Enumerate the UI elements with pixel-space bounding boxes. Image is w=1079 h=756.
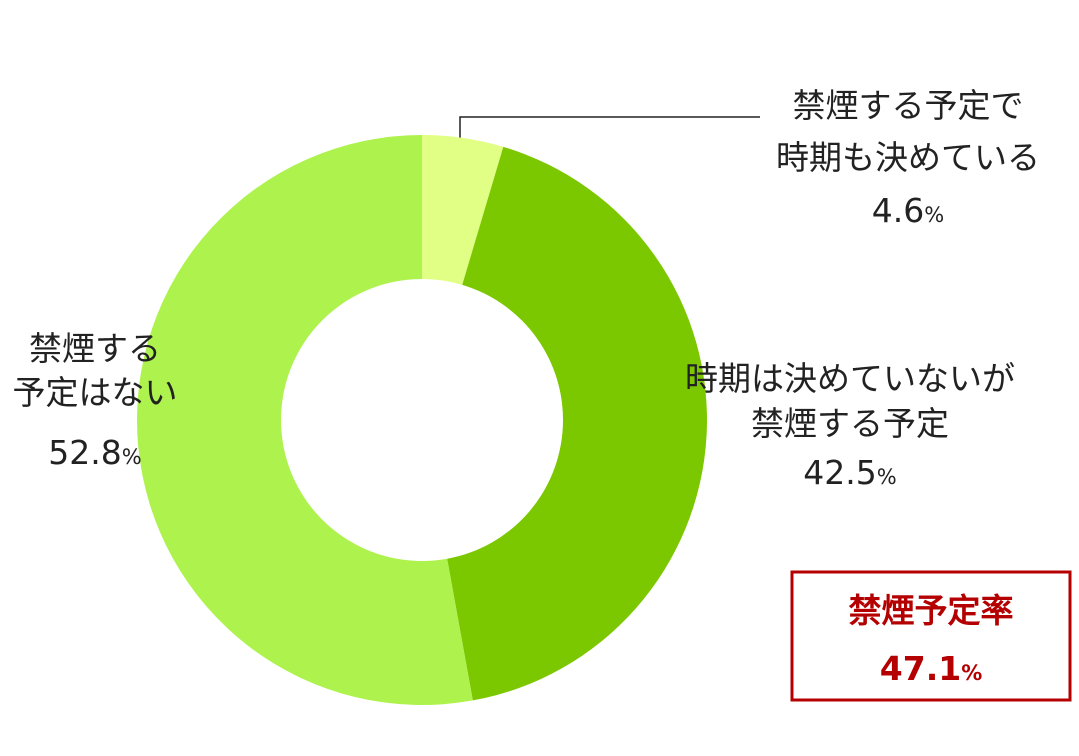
slice-label: 時期は決めていないが — [685, 359, 1015, 398]
value-label: 42.5% — [803, 453, 896, 492]
unit: % — [877, 465, 897, 489]
donut-slice — [137, 135, 473, 705]
slice-label: 禁煙する予定で — [793, 86, 1024, 125]
unit: % — [961, 661, 982, 685]
unit: % — [122, 445, 142, 469]
annotation-title: 禁煙予定率 — [849, 591, 1014, 630]
donut-slice — [422, 135, 504, 285]
slice-label: 禁煙する — [29, 329, 161, 368]
value: 47.1 — [880, 649, 961, 688]
value: 42.5 — [803, 453, 876, 492]
annotation-box — [790, 570, 1072, 702]
unit: % — [924, 203, 944, 227]
value-label: 4.6% — [872, 191, 944, 230]
donut-slice — [447, 146, 708, 701]
annotation-value: 47.1% — [880, 649, 982, 688]
value: 52.8 — [48, 433, 121, 472]
slice-label: 時期も決めている — [776, 138, 1040, 177]
slice-label: 禁煙する予定 — [751, 404, 949, 443]
slice-label: 予定はない — [13, 373, 178, 412]
value: 4.6 — [872, 191, 924, 230]
value-label: 52.8% — [48, 433, 141, 472]
